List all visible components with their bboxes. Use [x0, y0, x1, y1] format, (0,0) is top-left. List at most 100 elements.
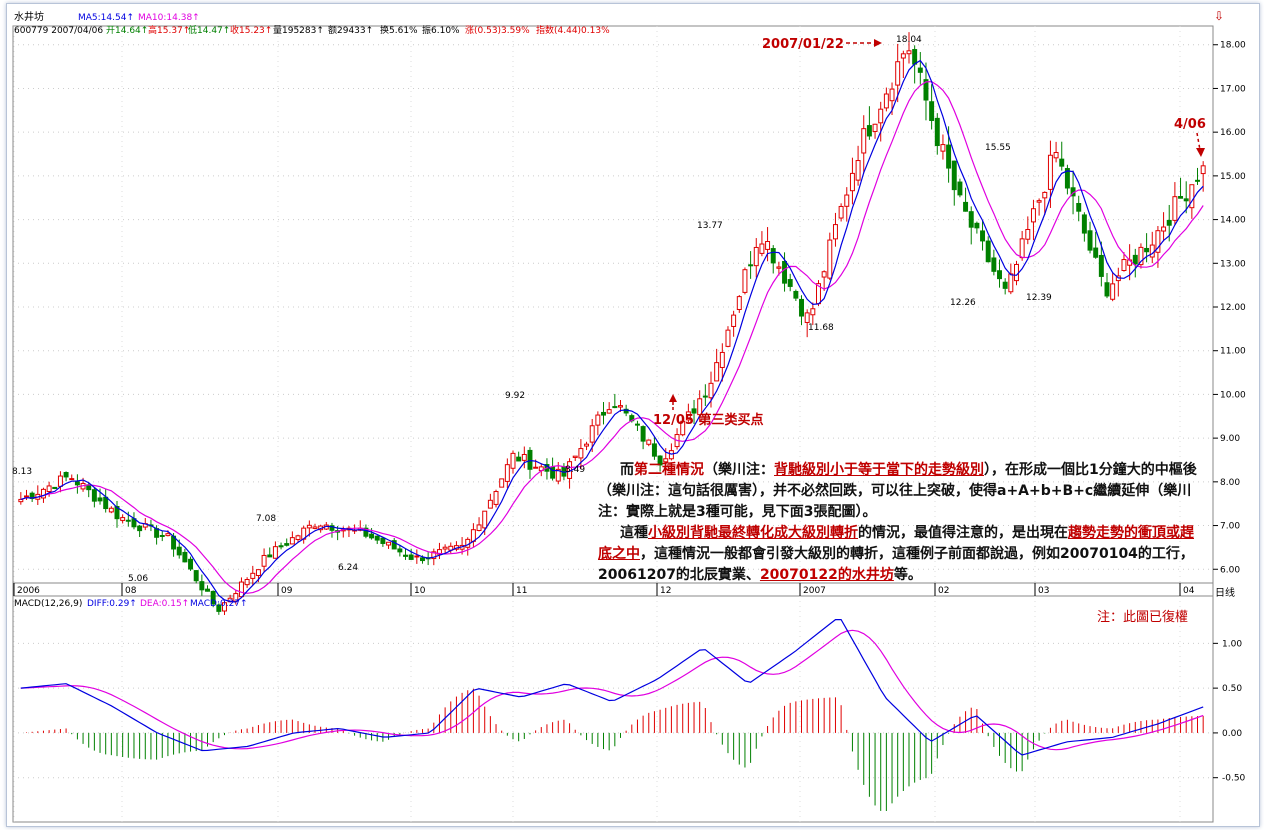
candle-up: [40, 488, 46, 499]
y-tick-label: 10.00: [1220, 390, 1246, 400]
candle-down: [188, 558, 194, 570]
candle-down: [1059, 158, 1065, 167]
candle-down: [793, 290, 799, 299]
index-label: 指数(4.44)0.13%: [536, 24, 610, 36]
candle-up: [832, 224, 838, 240]
stock-name: 水井坊: [14, 10, 44, 23]
candle-up: [1155, 230, 1161, 253]
text-line: 注：實際上就是3種可能，見下面3張配圖）。: [598, 504, 877, 520]
chart-frame: [6, 3, 1260, 827]
candle-down: [1183, 198, 1189, 202]
peak-arrowhead-icon: [874, 39, 882, 47]
candle-up: [233, 593, 239, 602]
candle-up: [250, 572, 256, 579]
candle-up: [1014, 263, 1019, 282]
candle-up: [725, 329, 731, 347]
macd-bars: [25, 688, 1204, 812]
candle-down: [1081, 214, 1087, 234]
candle-up: [436, 549, 442, 555]
candle-down: [205, 588, 210, 592]
candle-down: [651, 443, 657, 457]
candle-down: [125, 519, 131, 522]
candle-up: [731, 314, 737, 327]
candle-up: [714, 362, 720, 382]
code-date: 600779 2007/04/06: [14, 26, 103, 36]
candle-up: [618, 405, 623, 408]
y-tick-label: 11.00: [1220, 347, 1246, 357]
x-tick-label: 09: [281, 586, 293, 596]
y-tick-label: 8.00: [1220, 478, 1240, 488]
last-date-label: 4/06: [1174, 117, 1206, 132]
x-tick-label: 2006: [17, 586, 40, 596]
turnover-label: 换5.61%: [380, 24, 418, 36]
candle-down: [397, 548, 403, 553]
candle-up: [878, 108, 884, 124]
y-tick-label: 9.00: [1220, 434, 1240, 444]
macd-y-tick-label: 1.00: [1222, 639, 1242, 649]
x-tick-label: 12: [660, 586, 671, 596]
text-run: 這種: [620, 525, 648, 541]
candle-down: [159, 534, 165, 537]
candle-down: [980, 230, 986, 242]
y-tick-label: 18.00: [1220, 41, 1246, 51]
ma10-line: [20, 80, 1204, 594]
dea-label: DEA:0.15↑: [140, 599, 189, 609]
text-run: 20061207的北辰實業、: [598, 567, 760, 583]
candle-down: [912, 49, 918, 65]
peak-date-label: 2007/01/22: [762, 37, 844, 52]
candle-down: [176, 546, 182, 556]
amount-label: 额29433↑: [328, 24, 373, 36]
candle-down: [52, 486, 58, 489]
candle-up: [476, 524, 482, 531]
candle-up: [1053, 152, 1059, 159]
macd-panel-border: [12, 595, 1214, 823]
candle-down: [951, 160, 957, 191]
candle-down: [946, 144, 952, 169]
candle-down: [516, 456, 522, 462]
candle-up: [533, 466, 539, 469]
candle-up: [306, 524, 312, 529]
candle-down: [1178, 196, 1184, 199]
candle-up: [18, 498, 24, 503]
candle-up: [442, 546, 448, 550]
text-run: ，這種情況一般都會引發大級別的轉折，這種例子前面都說過，例如20070104的工…: [640, 546, 1194, 562]
candle-up: [1149, 244, 1155, 258]
price-extreme-label: 5.06: [128, 574, 148, 584]
candle-up: [697, 398, 703, 416]
ma5-label: MA5:14.54↑: [78, 13, 134, 23]
y-tick-label: 12.00: [1220, 303, 1246, 313]
price-extreme-label: 6.24: [338, 563, 358, 573]
candle-up: [804, 312, 810, 323]
candle-down: [866, 125, 872, 137]
candle-up: [1110, 283, 1116, 300]
restored-note: 注：此圖已復權: [1097, 609, 1188, 625]
y-tick-label: 17.00: [1220, 84, 1246, 94]
candle-down: [702, 395, 708, 398]
macd-y-tick-label: 0.00: [1222, 729, 1242, 739]
price-extreme-label: 12.26: [950, 298, 976, 308]
candle-down: [997, 270, 1002, 280]
candle-down: [182, 551, 188, 563]
candle-up: [1138, 246, 1144, 266]
candle-up: [753, 246, 759, 267]
price-extreme-label: 9.92: [505, 391, 525, 401]
candle-up: [589, 425, 595, 443]
candle-up: [572, 455, 578, 458]
candle-up: [719, 351, 725, 368]
candle-down: [284, 543, 290, 546]
candle-up: [504, 464, 510, 482]
text-run: 的情況，最值得注意的，是出現在: [858, 525, 1068, 541]
candle-down: [957, 181, 963, 196]
last-arrowhead-icon: [1196, 148, 1205, 157]
candle-up: [900, 53, 906, 59]
y-axis-ticks: 18.00 17.00 16.00 15.00 14.00 13.00 12.00 11.00…: [1213, 41, 1246, 575]
candle-down: [1093, 247, 1099, 258]
candle-up: [895, 61, 901, 86]
candle-down: [657, 455, 663, 466]
candle-up: [680, 420, 686, 436]
x-tick-label: 08: [125, 586, 137, 596]
candle-up: [482, 510, 488, 529]
candle-up: [810, 308, 816, 316]
candle-up: [521, 453, 527, 461]
candle-up: [1200, 165, 1206, 175]
